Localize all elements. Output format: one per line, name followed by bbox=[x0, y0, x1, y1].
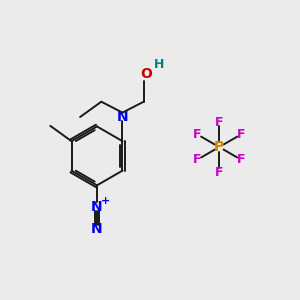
Text: N: N bbox=[91, 222, 103, 236]
Text: N: N bbox=[91, 200, 103, 214]
Text: H: H bbox=[154, 58, 164, 71]
Text: F: F bbox=[193, 128, 202, 141]
Text: P: P bbox=[214, 140, 224, 154]
Text: F: F bbox=[237, 153, 245, 166]
Text: N: N bbox=[117, 110, 128, 124]
Text: O: O bbox=[141, 67, 153, 81]
Text: F: F bbox=[193, 153, 202, 166]
Text: F: F bbox=[237, 128, 245, 141]
Text: F: F bbox=[215, 166, 224, 178]
Text: +: + bbox=[100, 196, 110, 206]
Text: F: F bbox=[215, 116, 224, 128]
